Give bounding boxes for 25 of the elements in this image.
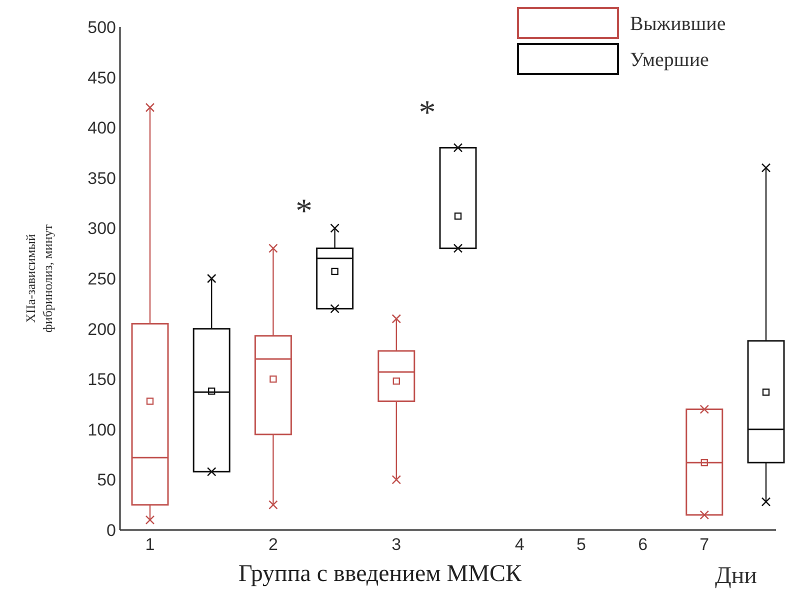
y-tick-label: 200: [88, 320, 116, 339]
annotation: *: [296, 193, 312, 230]
y-tick-label: 100: [88, 420, 116, 440]
y-tick-label: 150: [88, 370, 116, 390]
x-tick-label: 5: [576, 535, 586, 554]
x-tick-label: 3: [392, 535, 402, 554]
y-tick-label: 300: [88, 219, 116, 238]
y-tick-label: 500: [88, 18, 116, 37]
legend-label: Выжившие: [630, 13, 726, 35]
y-tick-label: 350: [88, 168, 116, 188]
y-tick-label: 400: [88, 118, 116, 138]
text: Дни: [714, 563, 758, 589]
x-axis-title: Группа с введением ММСК: [238, 561, 522, 587]
x-tick-label: 1: [145, 535, 155, 554]
x-tick-label: 7: [700, 535, 710, 554]
x-tick-label: 6: [638, 535, 648, 554]
y-tick-label: 450: [88, 68, 116, 88]
y-tick-label: 0: [106, 520, 116, 540]
y-tick-label: 250: [88, 269, 116, 288]
x-tick-label: 2: [268, 535, 278, 554]
x-tick-label: 4: [514, 535, 524, 554]
y-axis-title: XIIa-зависимый фибринолиз, минут: [23, 224, 55, 333]
y-tick-label: 50: [97, 470, 116, 490]
legend-label: Умершие: [630, 49, 710, 71]
annotation: *: [418, 94, 436, 132]
